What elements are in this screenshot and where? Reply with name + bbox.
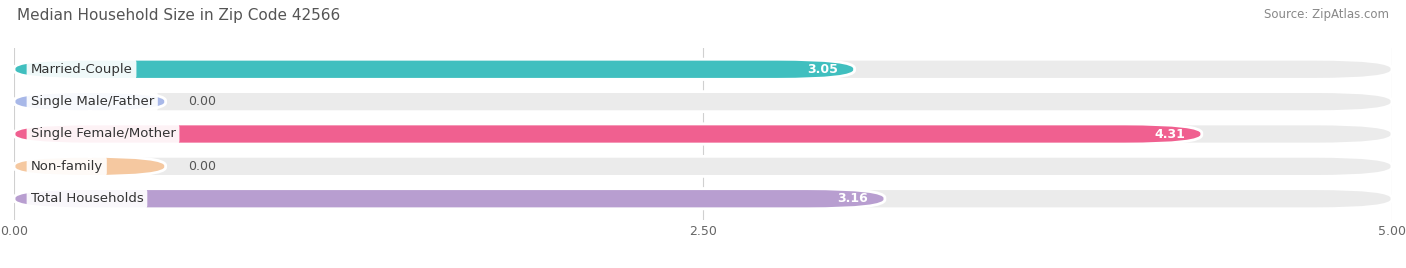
FancyBboxPatch shape bbox=[14, 59, 1392, 79]
Text: 3.05: 3.05 bbox=[807, 63, 838, 76]
FancyBboxPatch shape bbox=[14, 92, 166, 112]
Text: Non-family: Non-family bbox=[31, 160, 103, 173]
Text: 0.00: 0.00 bbox=[187, 160, 215, 173]
FancyBboxPatch shape bbox=[14, 124, 1392, 144]
Text: Total Households: Total Households bbox=[31, 192, 143, 205]
FancyBboxPatch shape bbox=[14, 156, 166, 176]
FancyBboxPatch shape bbox=[14, 189, 1392, 209]
Text: 0.00: 0.00 bbox=[187, 95, 215, 108]
Text: 3.16: 3.16 bbox=[838, 192, 869, 205]
FancyBboxPatch shape bbox=[14, 156, 1392, 176]
Text: Single Female/Mother: Single Female/Mother bbox=[31, 128, 176, 140]
FancyBboxPatch shape bbox=[14, 189, 884, 209]
FancyBboxPatch shape bbox=[14, 92, 1392, 112]
FancyBboxPatch shape bbox=[14, 124, 1202, 144]
Text: Single Male/Father: Single Male/Father bbox=[31, 95, 153, 108]
Text: Median Household Size in Zip Code 42566: Median Household Size in Zip Code 42566 bbox=[17, 8, 340, 23]
Text: 4.31: 4.31 bbox=[1154, 128, 1185, 140]
FancyBboxPatch shape bbox=[14, 59, 855, 79]
Text: Source: ZipAtlas.com: Source: ZipAtlas.com bbox=[1264, 8, 1389, 21]
Text: Married-Couple: Married-Couple bbox=[31, 63, 132, 76]
